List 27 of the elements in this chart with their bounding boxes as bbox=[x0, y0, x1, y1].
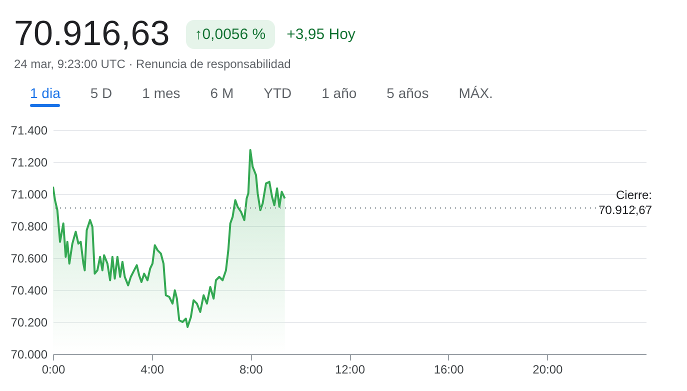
y-tick-label: 71.200 bbox=[10, 156, 48, 170]
ref-line-label: Cierre: 70.912,67 bbox=[598, 188, 652, 217]
x-tick-label: 20:00 bbox=[532, 362, 564, 376]
y-tick-label: 70.200 bbox=[10, 316, 48, 330]
text: 1 año bbox=[322, 85, 357, 101]
text: YTD bbox=[264, 85, 292, 101]
text: 1 mes bbox=[142, 85, 180, 101]
x-tick-label: 12:00 bbox=[334, 362, 366, 376]
y-tick-label: 70.000 bbox=[10, 348, 48, 362]
y-tick-label: 70.600 bbox=[10, 252, 48, 266]
text: 5 D bbox=[90, 85, 112, 101]
x-tick-label: 4:00 bbox=[140, 362, 164, 376]
y-tick-label: 71.400 bbox=[10, 124, 48, 138]
text: ↑0,0056 % bbox=[186, 20, 275, 48]
text: MÁX. bbox=[458, 85, 493, 101]
x-tick-label: 0:00 bbox=[42, 362, 66, 376]
text: 6 M bbox=[210, 85, 234, 101]
chart-subtitle: 24 mar, 9:23:00 UTC · Renuncia de responsabilidad bbox=[14, 57, 291, 71]
y-tick-label: 70.800 bbox=[10, 220, 48, 234]
y-tick-label: 70.400 bbox=[10, 284, 48, 298]
y-tick-label: 71.000 bbox=[10, 188, 48, 202]
text: +3,95 Hoy bbox=[286, 26, 356, 42]
chart-title: 70.916,63 bbox=[14, 14, 170, 54]
x-tick-label: 8:00 bbox=[239, 362, 264, 376]
x-tick-label: 16:00 bbox=[434, 362, 464, 376]
text: 5 años bbox=[386, 85, 429, 101]
text: 1 dia bbox=[30, 85, 60, 101]
